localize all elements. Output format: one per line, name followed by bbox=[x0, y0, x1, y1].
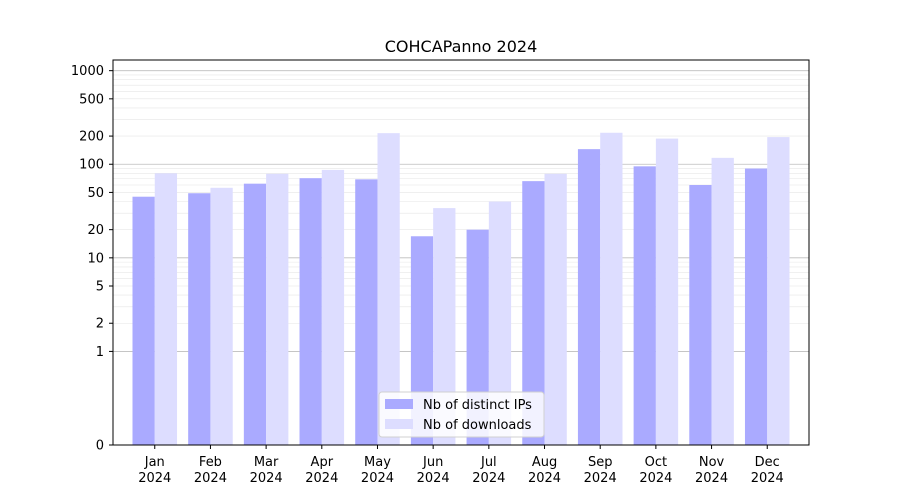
y-tick-label: 1000 bbox=[71, 64, 104, 79]
bar-downloads bbox=[711, 157, 734, 446]
bar-downloads bbox=[321, 169, 345, 445]
bar-downloads bbox=[377, 133, 400, 446]
x-tick-label: 2024 bbox=[361, 471, 394, 486]
bar-distinct-ips bbox=[355, 179, 378, 445]
x-tick-label: Jul bbox=[480, 455, 497, 470]
bar-distinct-ips bbox=[577, 149, 601, 445]
legend-label: Nb of distinct IPs bbox=[423, 398, 532, 413]
y-tick-label: 500 bbox=[79, 92, 104, 107]
x-tick-label: 2024 bbox=[472, 471, 505, 486]
legend-swatch bbox=[385, 419, 413, 429]
y-tick-label: 200 bbox=[79, 130, 104, 145]
x-tick-label: 2024 bbox=[194, 471, 227, 486]
bar-downloads bbox=[600, 132, 623, 445]
x-tick-label: Nov bbox=[699, 455, 725, 470]
bar-distinct-ips bbox=[633, 166, 656, 445]
chart-title: COHCAPanno 2024 bbox=[385, 37, 538, 56]
bar-distinct-ips bbox=[744, 168, 768, 445]
bar-distinct-ips bbox=[243, 183, 267, 445]
x-tick-label: 2024 bbox=[528, 471, 561, 486]
x-tick-label: 2024 bbox=[305, 471, 338, 486]
y-tick-label: 0 bbox=[96, 439, 104, 454]
bar-distinct-ips bbox=[466, 229, 489, 445]
x-tick-label: Oct bbox=[645, 455, 667, 470]
x-tick-label: Apr bbox=[311, 455, 334, 470]
y-tick-label: 100 bbox=[79, 158, 104, 173]
y-tick-label: 50 bbox=[87, 186, 104, 201]
x-tick-label: May bbox=[364, 455, 391, 470]
x-tick-label: 2024 bbox=[250, 471, 283, 486]
x-tick-label: 2024 bbox=[417, 471, 450, 486]
bar-downloads bbox=[767, 137, 790, 445]
bar-downloads bbox=[544, 173, 567, 446]
x-tick-label: Feb bbox=[199, 455, 222, 470]
x-tick-label: 2024 bbox=[751, 471, 784, 486]
bar-downloads bbox=[154, 173, 178, 445]
bar-downloads bbox=[655, 138, 679, 445]
bar-distinct-ips bbox=[299, 178, 322, 445]
x-tick-label: 2024 bbox=[138, 471, 171, 486]
x-tick-label: 2024 bbox=[584, 471, 617, 486]
bar-downloads bbox=[266, 173, 289, 446]
x-tick-label: Sep bbox=[588, 455, 613, 470]
x-tick-label: Mar bbox=[254, 455, 279, 470]
y-tick-label: 5 bbox=[96, 280, 104, 295]
x-tick-label: Jun bbox=[422, 455, 443, 470]
x-tick-label: 2024 bbox=[695, 471, 728, 486]
y-tick-label: 10 bbox=[87, 251, 104, 266]
x-tick-label: Jan bbox=[144, 455, 165, 470]
bar-downloads bbox=[488, 201, 512, 445]
x-tick-label: Dec bbox=[755, 455, 780, 470]
x-tick-label: 2024 bbox=[639, 471, 672, 486]
y-tick-label: 1 bbox=[96, 345, 104, 360]
y-tick-label: 20 bbox=[87, 223, 104, 238]
legend-label: Nb of downloads bbox=[423, 418, 532, 433]
legend-box bbox=[378, 391, 545, 438]
bar-distinct-ips bbox=[689, 185, 712, 445]
bar-distinct-ips bbox=[188, 193, 211, 445]
legend-swatch bbox=[385, 399, 413, 409]
y-tick-label: 2 bbox=[96, 317, 104, 332]
bar-distinct-ips bbox=[522, 181, 545, 445]
bar-distinct-ips bbox=[132, 196, 155, 445]
bar-downloads bbox=[210, 187, 233, 445]
x-tick-label: Aug bbox=[532, 455, 557, 470]
bar-downloads bbox=[433, 208, 456, 445]
plot-frame bbox=[112, 59, 810, 446]
